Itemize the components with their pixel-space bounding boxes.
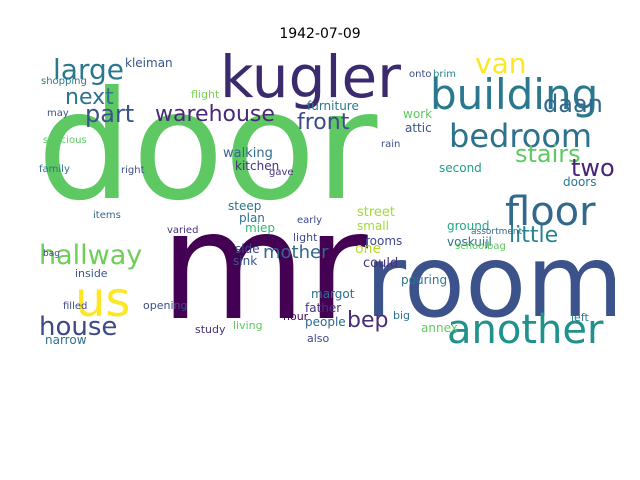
word: assortment [471, 227, 523, 237]
word: plan [239, 211, 265, 225]
word: rain [381, 139, 401, 150]
word: furniture [307, 99, 359, 113]
word: miep [245, 221, 276, 235]
word: also [307, 332, 330, 344]
word: walking [223, 146, 273, 161]
word: daan [543, 90, 603, 118]
word: stairs [515, 140, 581, 168]
word: family [39, 164, 70, 175]
word: house [39, 312, 118, 342]
word: varied [167, 225, 199, 236]
word: rooms [365, 234, 403, 248]
word: flight [191, 88, 220, 101]
word: hour [283, 310, 309, 323]
word: people [305, 315, 346, 329]
word: inside [75, 267, 108, 280]
word: bag [43, 249, 60, 259]
word: mother [263, 242, 329, 263]
word: us [75, 272, 131, 328]
word: left [571, 311, 589, 324]
word: filled [63, 301, 88, 312]
word: brim [433, 69, 456, 80]
word: living [233, 319, 263, 332]
word: sink [233, 254, 258, 268]
word: spacious [43, 135, 87, 146]
word: father [305, 301, 342, 315]
word: big [393, 309, 411, 322]
word: items [93, 210, 121, 221]
word: van [475, 52, 527, 80]
word: schoolbag [455, 241, 506, 252]
word: next [65, 85, 114, 110]
word: street [357, 205, 396, 220]
word: could [363, 256, 399, 271]
word: voskuijl [447, 235, 492, 249]
word: little [509, 223, 559, 248]
word: pouring [401, 273, 448, 287]
word: bep [347, 308, 389, 333]
word: kugler [220, 52, 402, 111]
word: opening [143, 299, 188, 312]
word: ground [447, 219, 490, 233]
word: light [293, 231, 318, 244]
word: floor [505, 189, 596, 235]
word: another [447, 307, 604, 344]
word: second [439, 161, 482, 175]
word: hallway [39, 240, 143, 271]
word: onto [409, 69, 432, 80]
word: building [430, 70, 599, 119]
word: two [571, 154, 615, 182]
word: small [357, 219, 389, 233]
word: mr [160, 180, 368, 344]
word: room [365, 223, 615, 340]
word: kitchen [235, 159, 280, 173]
word: doors [563, 175, 597, 189]
word: warehouse [155, 102, 275, 127]
word: work [403, 107, 433, 121]
word: study [195, 323, 226, 336]
word: door [37, 60, 378, 234]
word: margot [311, 287, 355, 301]
word: large [53, 53, 124, 86]
word-cloud: door mr room kugler building another flo… [35, 52, 615, 344]
word: right [121, 165, 145, 176]
word: shopping [41, 76, 87, 87]
word: kleiman [125, 56, 173, 70]
word: early [297, 215, 323, 226]
word: steep [228, 199, 262, 213]
word: gave [269, 167, 294, 178]
chart-title: 1942-07-09 [279, 26, 361, 42]
word: side [235, 242, 260, 256]
word: front [297, 110, 350, 135]
word: part [85, 100, 135, 128]
word: bedroom [449, 117, 593, 155]
word: attic [405, 121, 432, 135]
word: narrow [45, 333, 87, 344]
word: one [355, 241, 382, 257]
word: annex [421, 321, 458, 335]
word: may [47, 108, 69, 119]
